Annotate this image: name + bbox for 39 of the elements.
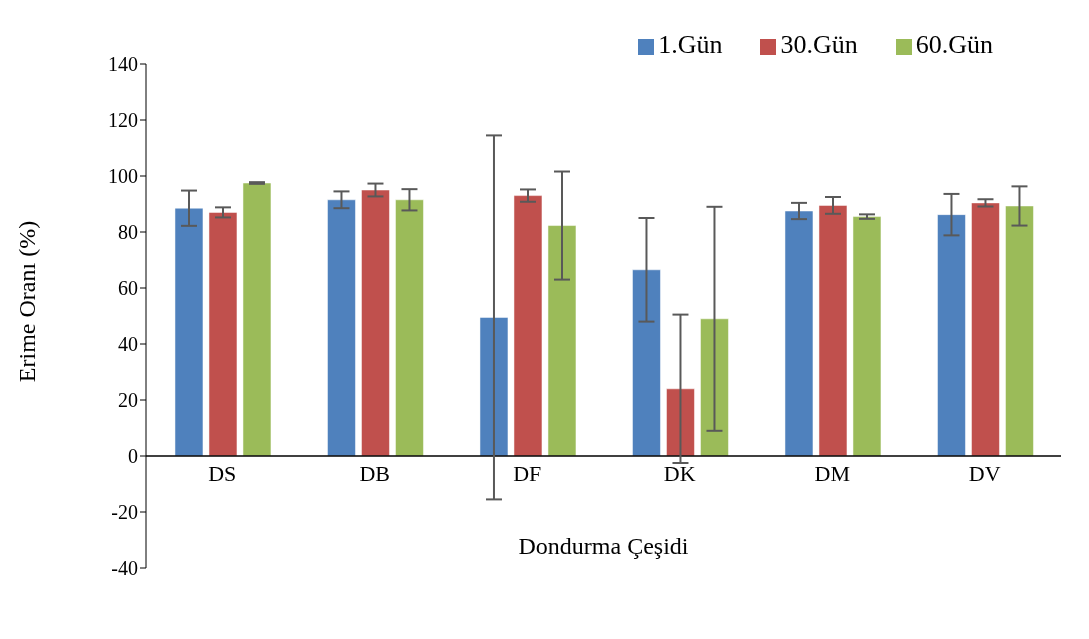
x-axis-title: Dondurma Çeşidi xyxy=(517,533,690,560)
y-tick-label: 140 xyxy=(108,53,138,76)
y-axis-title: Erime Oranı (%) xyxy=(14,220,42,382)
y-tick-label: 100 xyxy=(108,165,138,188)
x-tick-label: DF xyxy=(513,461,542,487)
y-tick-label: 120 xyxy=(108,109,138,132)
y-tick-label: -20 xyxy=(111,501,138,524)
bar xyxy=(1004,205,1034,457)
bar xyxy=(631,269,661,457)
bar xyxy=(699,318,729,457)
bar xyxy=(479,316,509,457)
bar xyxy=(936,214,966,457)
y-tick-label: -40 xyxy=(111,557,138,580)
y-tick-label: 40 xyxy=(118,333,138,356)
bar xyxy=(394,199,424,457)
x-tick-label: DM xyxy=(814,461,850,487)
bar xyxy=(513,195,543,457)
legend-label: 1.Gün xyxy=(658,30,723,59)
x-tick-label: DV xyxy=(968,461,1001,487)
bar xyxy=(547,225,577,457)
y-tick-label: 0 xyxy=(128,445,138,468)
y-tick-label: 80 xyxy=(118,221,138,244)
bar xyxy=(174,207,204,457)
bar xyxy=(326,199,356,457)
x-tick-label: DK xyxy=(663,461,696,487)
legend-label: 60.Gün xyxy=(915,30,993,59)
y-tick-label: 60 xyxy=(118,277,138,300)
bar xyxy=(360,189,390,457)
bar xyxy=(665,388,695,457)
y-tick-label: 20 xyxy=(118,389,138,412)
bar xyxy=(852,216,882,457)
legend-label: 30.Gün xyxy=(780,30,858,59)
x-tick-label: DB xyxy=(359,461,391,487)
bar xyxy=(818,204,848,457)
bar xyxy=(970,202,1000,457)
bar xyxy=(208,211,238,457)
bar xyxy=(784,210,814,457)
bar xyxy=(242,182,272,457)
x-tick-label: DS xyxy=(208,461,237,487)
